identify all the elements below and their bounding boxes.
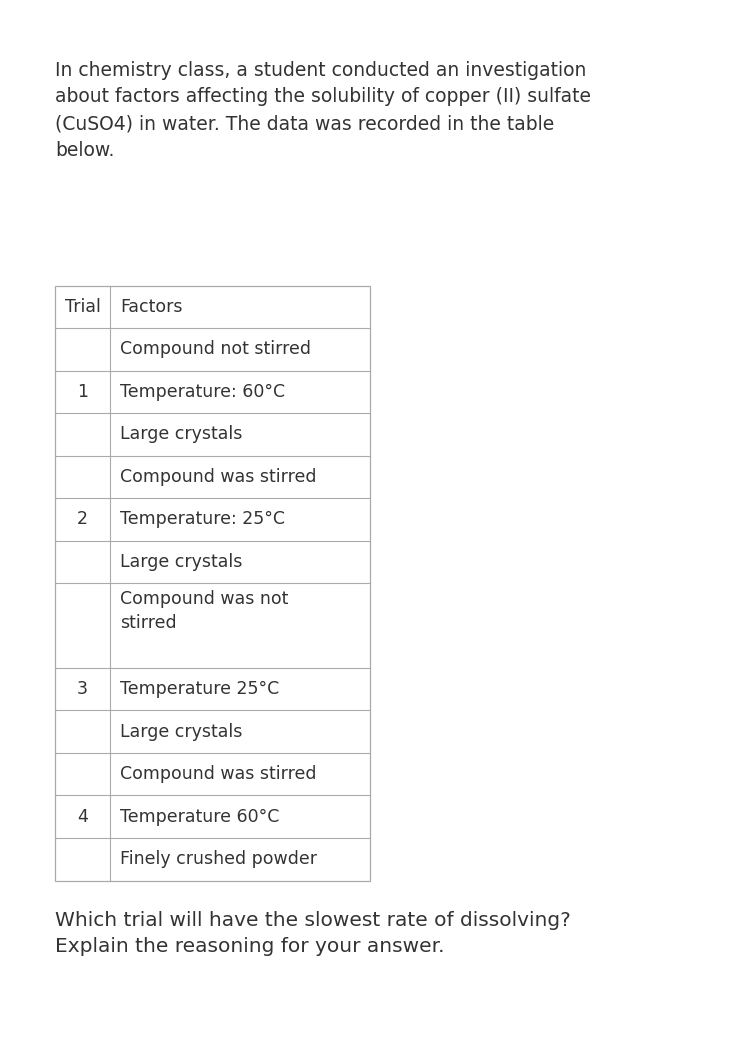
Text: In chemistry class, a student conducted an investigation
about factors affecting: In chemistry class, a student conducted … <box>55 61 591 159</box>
Text: Compound was stirred: Compound was stirred <box>120 766 316 783</box>
Text: Trial: Trial <box>64 298 101 316</box>
Text: 3: 3 <box>77 680 88 699</box>
Text: Compound was not
stirred: Compound was not stirred <box>120 590 288 632</box>
Text: Temperature 60°C: Temperature 60°C <box>120 808 279 825</box>
Bar <box>55 286 370 881</box>
Text: 4: 4 <box>77 808 88 825</box>
Text: Large crystals: Large crystals <box>120 426 242 444</box>
Text: 2: 2 <box>77 510 88 528</box>
Text: Finely crushed powder: Finely crushed powder <box>120 850 317 868</box>
Text: Factors: Factors <box>120 298 182 316</box>
Text: Temperature 25°C: Temperature 25°C <box>120 680 279 699</box>
Text: Large crystals: Large crystals <box>120 552 242 571</box>
Text: Temperature: 25°C: Temperature: 25°C <box>120 510 285 528</box>
Text: Compound not stirred: Compound not stirred <box>120 340 311 358</box>
Text: Temperature: 60°C: Temperature: 60°C <box>120 383 285 401</box>
Text: Compound was stirred: Compound was stirred <box>120 468 316 485</box>
Text: Which trial will have the slowest rate of dissolving?
Explain the reasoning for : Which trial will have the slowest rate o… <box>55 910 571 956</box>
Text: Large crystals: Large crystals <box>120 723 242 741</box>
Text: 1: 1 <box>77 383 88 401</box>
